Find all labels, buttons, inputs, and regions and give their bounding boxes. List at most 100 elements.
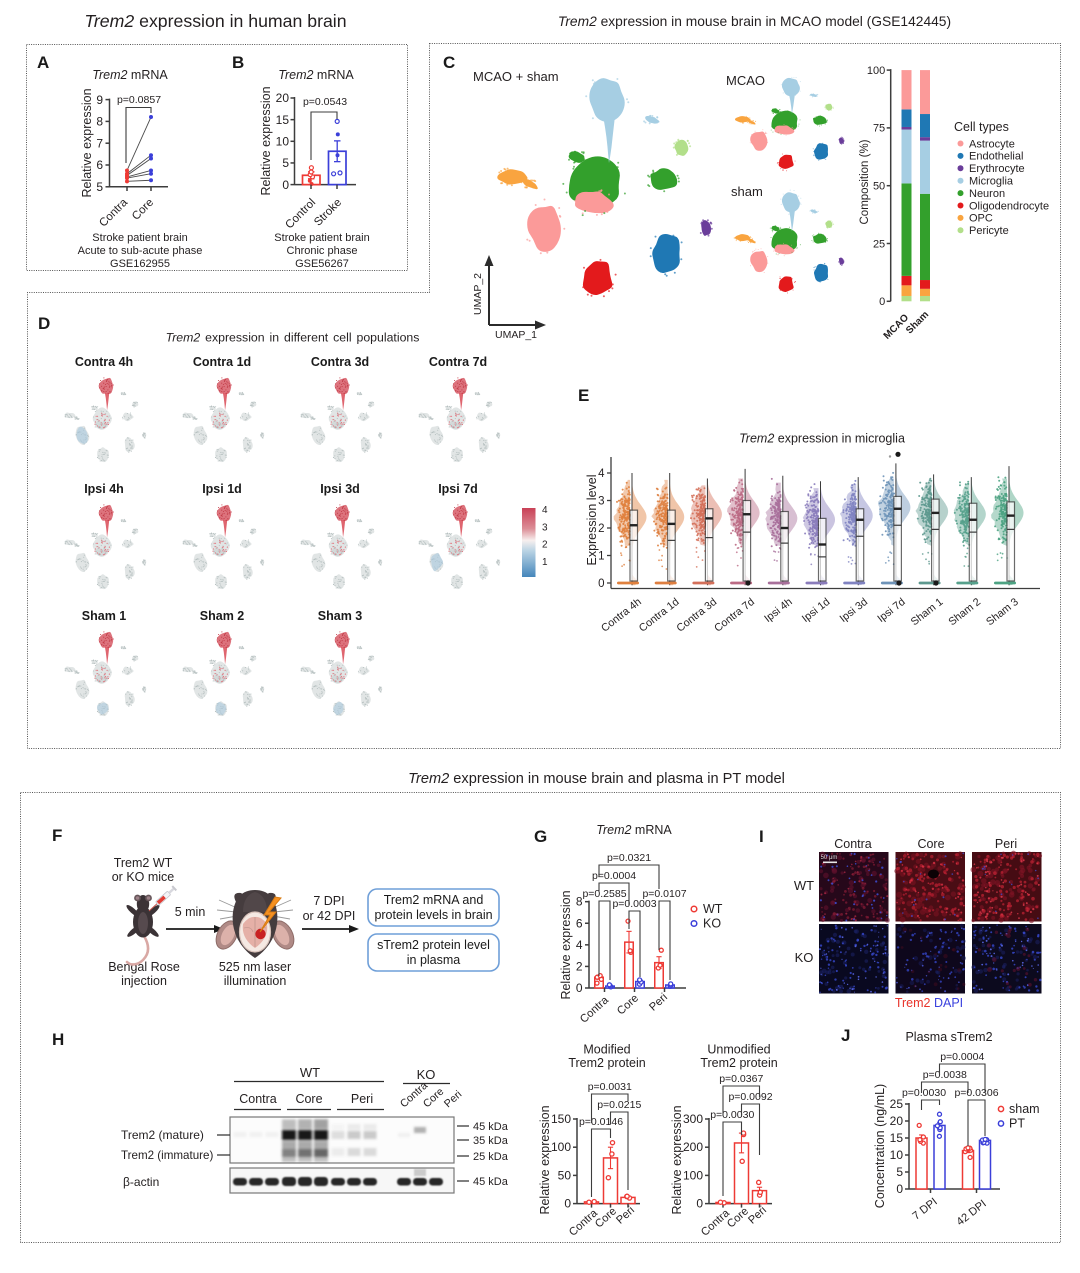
svg-text:0: 0 — [696, 1197, 703, 1211]
svg-text:Peri: Peri — [995, 837, 1017, 851]
svg-text:Bengal Rose: Bengal Rose — [108, 960, 180, 974]
svg-text:Contra 7d: Contra 7d — [429, 355, 487, 369]
svg-text:Peri: Peri — [351, 1092, 373, 1106]
svg-text:Trem2 mRNA: Trem2 mRNA — [92, 68, 168, 82]
svg-text:5: 5 — [96, 180, 103, 194]
svg-text:200: 200 — [683, 1140, 703, 1154]
svg-text:8: 8 — [576, 895, 583, 909]
svg-text:5: 5 — [282, 156, 289, 170]
svg-text:0: 0 — [598, 578, 604, 590]
svg-text:p=0.0003: p=0.0003 — [612, 898, 656, 910]
svg-text:A: A — [37, 53, 49, 72]
svg-text:100: 100 — [551, 1140, 571, 1154]
svg-text:0: 0 — [576, 981, 583, 995]
svg-text:100: 100 — [867, 65, 885, 77]
svg-text:Trem2 expression in mouse brai: Trem2 expression in mouse brain in MCAO … — [558, 14, 951, 29]
svg-text:Plasma sTrem2: Plasma sTrem2 — [905, 1030, 992, 1044]
svg-text:3: 3 — [542, 522, 548, 533]
svg-text:5 min: 5 min — [175, 905, 206, 919]
svg-text:illumination: illumination — [224, 974, 287, 988]
svg-text:p=0.0004: p=0.0004 — [940, 1051, 984, 1063]
svg-text:WT: WT — [703, 902, 723, 916]
svg-text:300: 300 — [683, 1112, 703, 1126]
svg-text:D: D — [38, 314, 50, 333]
svg-text:35 kDa: 35 kDa — [473, 1135, 509, 1147]
svg-text:2: 2 — [542, 540, 548, 551]
svg-text:Modified: Modified — [583, 1043, 630, 1057]
svg-text:or 42 DPI: or 42 DPI — [303, 909, 356, 923]
svg-text:Concentration (ng/mL): Concentration (ng/mL) — [873, 1084, 887, 1208]
svg-text:2: 2 — [576, 959, 583, 973]
svg-text:UMAP_2: UMAP_2 — [472, 273, 484, 315]
svg-text:C: C — [443, 53, 455, 72]
svg-text:J: J — [841, 1026, 850, 1045]
svg-text:p=0.0030: p=0.0030 — [710, 1109, 754, 1121]
svg-text:Contra 1d: Contra 1d — [193, 355, 251, 369]
svg-text:Contra: Contra — [239, 1092, 277, 1106]
svg-text:Microglia: Microglia — [969, 176, 1014, 188]
svg-text:GSE162955: GSE162955 — [110, 258, 170, 270]
svg-text:Sham 2: Sham 2 — [200, 609, 245, 623]
svg-text:Contra 4h: Contra 4h — [75, 355, 133, 369]
svg-text:525 nm laser: 525 nm laser — [219, 960, 291, 974]
svg-text:F: F — [52, 826, 62, 845]
svg-text:Oligodendrocyte: Oligodendrocyte — [969, 200, 1049, 212]
svg-text:p=0.2585: p=0.2585 — [582, 888, 626, 900]
svg-text:Acute to sub-acute phase: Acute to sub-acute phase — [78, 245, 203, 257]
svg-text:Unmodified: Unmodified — [707, 1043, 770, 1057]
svg-text:Stroke patient brain: Stroke patient brain — [274, 232, 369, 244]
svg-text:25: 25 — [873, 238, 885, 250]
svg-text:Chronic phase: Chronic phase — [287, 245, 358, 257]
svg-text:E: E — [578, 386, 589, 405]
svg-text:Ipsi 7d: Ipsi 7d — [438, 482, 478, 496]
svg-text:Trem2 (mature): Trem2 (mature) — [121, 1128, 204, 1142]
svg-text:5: 5 — [896, 1165, 903, 1179]
svg-text:sham: sham — [731, 184, 763, 199]
svg-text:7 DPI: 7 DPI — [313, 894, 344, 908]
svg-text:Astrocyte: Astrocyte — [969, 138, 1015, 150]
svg-text:Trem2 mRNA: Trem2 mRNA — [596, 823, 672, 837]
svg-text:p=0.0543: p=0.0543 — [303, 96, 347, 108]
svg-text:0: 0 — [282, 178, 289, 192]
svg-text:Ipsi 1d: Ipsi 1d — [202, 482, 242, 496]
svg-text:p=0.0146: p=0.0146 — [579, 1116, 623, 1128]
svg-text:p=0.0092: p=0.0092 — [728, 1091, 772, 1103]
svg-text:MCAO + sham: MCAO + sham — [473, 69, 559, 84]
svg-text:6: 6 — [96, 158, 103, 172]
svg-text:4: 4 — [576, 938, 583, 952]
svg-text:45 kDa: 45 kDa — [473, 1121, 509, 1133]
svg-text:Trem2 (immature): Trem2 (immature) — [121, 1149, 213, 1162]
svg-text:Trem2 protein: Trem2 protein — [700, 1056, 777, 1070]
svg-text:WT: WT — [794, 878, 814, 893]
svg-text:PT: PT — [1009, 1117, 1025, 1131]
svg-text:10: 10 — [890, 1148, 904, 1162]
svg-text:p=0.0306: p=0.0306 — [954, 1087, 998, 1099]
svg-text:B: B — [232, 53, 244, 72]
svg-text:MCAO: MCAO — [726, 73, 765, 88]
svg-text:Relative expression: Relative expression — [559, 890, 573, 999]
svg-text:Trem2 protein: Trem2 protein — [568, 1056, 645, 1070]
svg-text:Cell types: Cell types — [954, 120, 1009, 134]
svg-text:10: 10 — [276, 135, 290, 149]
svg-text:20: 20 — [890, 1114, 904, 1128]
svg-text:in plasma: in plasma — [407, 953, 461, 967]
svg-text:50: 50 — [558, 1168, 572, 1182]
svg-text:H: H — [52, 1030, 64, 1049]
svg-text:or KO mice: or KO mice — [112, 870, 175, 884]
svg-text:Contra 3d: Contra 3d — [311, 355, 369, 369]
svg-text:KO: KO — [417, 1067, 436, 1082]
svg-text:20: 20 — [276, 91, 290, 105]
svg-text:p=0.0107: p=0.0107 — [642, 888, 686, 900]
svg-text:Endothelial: Endothelial — [969, 151, 1023, 163]
svg-text:KO: KO — [795, 950, 814, 965]
svg-text:4: 4 — [542, 505, 548, 516]
svg-text:0: 0 — [879, 296, 885, 308]
svg-text:Relative expression: Relative expression — [538, 1105, 552, 1214]
svg-text:Erythrocyte: Erythrocyte — [969, 163, 1025, 175]
svg-text:25: 25 — [890, 1097, 904, 1111]
svg-text:150: 150 — [551, 1112, 571, 1126]
svg-text:β-actin: β-actin — [123, 1175, 159, 1189]
svg-text:p=0.0030: p=0.0030 — [902, 1087, 946, 1099]
svg-text:GSE56267: GSE56267 — [295, 258, 349, 270]
svg-text:Pericyte: Pericyte — [969, 225, 1009, 237]
